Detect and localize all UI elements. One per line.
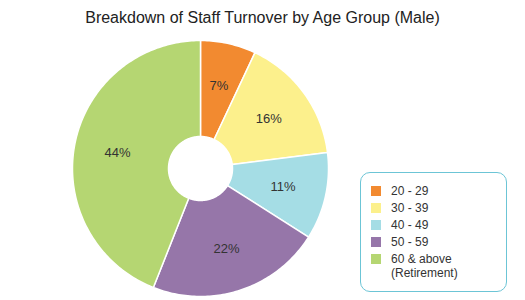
html-text:40 - 49: 40 - 49 [391,218,429,232]
html-text:30 - 39: 30 - 39 [391,201,429,215]
svg-text:44%: 44% [105,145,131,160]
html-text:50 - 59: 50 - 59 [391,235,429,249]
html-text:60 & above (Retirement): 60 & above (Retirement) [391,252,458,280]
svg-text:22%: 22% [214,241,240,256]
svg-text:11%: 11% [270,179,295,194]
html-text:Breakdown of Staff Turnover by: Breakdown of Staff Turnover by Age Group… [85,9,440,26]
svg-text:16%: 16% [256,111,282,126]
svg-text:7%: 7% [210,78,229,93]
html-text:20 - 29: 20 - 29 [391,184,429,198]
